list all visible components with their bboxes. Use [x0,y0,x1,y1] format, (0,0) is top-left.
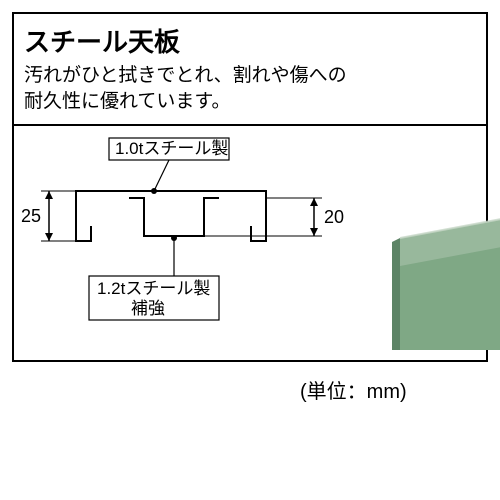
header: スチール天板 汚れがひと拭きでとれ、割れや傷への 耐久性に優れています。 [14,14,486,126]
svg-text:1.0tスチール製: 1.0tスチール製 [115,139,228,158]
description: 汚れがひと拭きでとれ、割れや傷への 耐久性に優れています。 [24,63,476,114]
panel-3d-illustration [392,200,500,350]
desc-line1: 汚れがひと拭きでとれ、割れや傷への [24,65,347,86]
desc-line2: 耐久性に優れています。 [24,91,231,112]
svg-text:補強: 補強 [131,299,165,318]
title: スチール天板 [24,22,476,59]
svg-text:25: 25 [21,206,41,226]
svg-text:1.2tスチール製: 1.2tスチール製 [97,279,210,298]
unit-note: (単位：mm) [300,375,407,404]
svg-text:20: 20 [324,207,344,227]
